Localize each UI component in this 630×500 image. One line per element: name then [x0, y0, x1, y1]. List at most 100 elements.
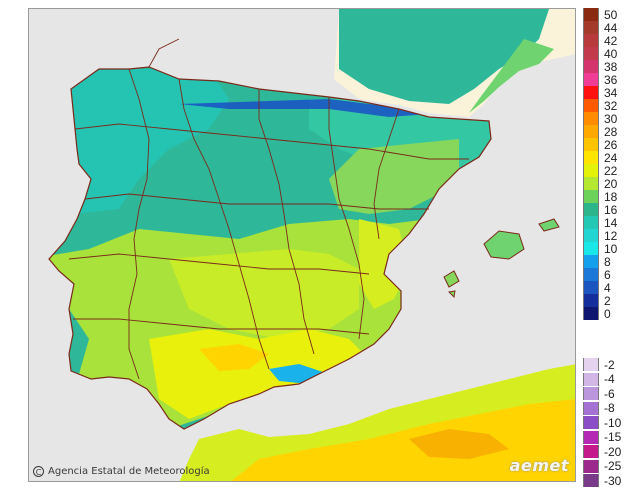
legend-label: 18	[604, 189, 618, 204]
legend-item: 44	[583, 20, 618, 35]
legend-label: 2	[604, 293, 611, 308]
legend-label: 38	[604, 59, 618, 74]
legend-label: -4	[604, 372, 615, 386]
legend-item: 22	[583, 163, 618, 178]
legend-swatch	[583, 294, 599, 307]
legend-label: 14	[604, 215, 618, 230]
legend-swatch	[583, 401, 599, 415]
legend-swatch	[583, 281, 599, 294]
legend-label: 44	[604, 20, 618, 35]
aemet-logo: aemet	[509, 456, 569, 475]
legend-swatch	[583, 177, 599, 190]
legend-item: 34	[583, 85, 618, 100]
legend-item: 36	[583, 72, 618, 87]
legend-swatch	[583, 474, 599, 487]
legend-swatch	[583, 387, 599, 400]
legend-label: -2	[604, 357, 615, 372]
legend-item: 32	[583, 98, 618, 113]
legend-swatch	[583, 203, 599, 216]
legend-label: 20	[604, 176, 618, 191]
north-africa-highlands	[231, 399, 575, 481]
legend-label: 26	[604, 137, 618, 152]
legend-swatch	[583, 138, 599, 151]
temperature-legend: 50 44 42 40 38 36 34 32 30 28 26 24 22 20 18 16 14 12 10 8 6…	[583, 8, 629, 492]
legend-swatch	[583, 34, 599, 47]
legend-item: 24	[583, 150, 618, 165]
legend-label: 0	[604, 306, 611, 321]
legend-label: 10	[604, 241, 618, 256]
legend-label: 28	[604, 124, 618, 139]
legend-label: 40	[604, 46, 618, 61]
legend-swatch	[583, 151, 599, 164]
legend-label: 32	[604, 98, 618, 113]
legend-swatch	[583, 8, 599, 21]
legend-label: 36	[604, 72, 618, 87]
france-coast-band	[469, 39, 554, 113]
legend-item: 16	[583, 202, 618, 217]
legend-swatch	[583, 242, 599, 255]
legend-swatch	[583, 416, 599, 429]
legend-swatch	[583, 73, 599, 86]
legend-swatch	[583, 60, 599, 73]
legend-swatch	[583, 164, 599, 177]
legend-item: -8	[583, 401, 615, 415]
legend-swatch	[583, 86, 599, 99]
credit-text: Agencia Estatal de Meteorología	[48, 466, 210, 477]
legend-label: 34	[604, 85, 618, 100]
legend-item: 10	[583, 241, 618, 256]
legend-item: -30	[583, 473, 622, 488]
mallorca-island	[483, 230, 525, 260]
legend-swatch	[583, 125, 599, 138]
province-borders	[68, 38, 469, 380]
legend-swatch	[583, 459, 599, 473]
legend-label: 22	[604, 163, 618, 178]
map-canvas	[48, 9, 575, 481]
legend-item: 50	[583, 7, 618, 22]
legend-item: 26	[583, 137, 618, 152]
legend-swatch	[583, 255, 599, 268]
legend-label: 30	[604, 111, 618, 126]
legend-label: 6	[604, 267, 611, 282]
legend-item: 8	[583, 255, 611, 269]
legend-item: 0	[583, 306, 611, 321]
legend-swatch	[583, 99, 599, 112]
legend-item: 12	[583, 228, 618, 243]
legend-item: 30	[583, 111, 618, 126]
legend-label: -20	[604, 444, 622, 459]
legend-label: -6	[604, 386, 615, 401]
legend-swatch	[583, 216, 599, 229]
legend-label: 24	[604, 150, 618, 165]
legend-item: 42	[583, 33, 618, 48]
copyright-icon: C	[33, 466, 44, 477]
legend-item: -25	[583, 459, 621, 473]
legend-swatch	[583, 229, 599, 242]
legend-item: 28	[583, 124, 618, 139]
formentera-island	[447, 290, 456, 299]
legend-item: 18	[583, 189, 618, 204]
legend-item: 4	[583, 280, 611, 295]
legend-swatch	[583, 358, 599, 371]
legend-item: -6	[583, 386, 615, 401]
legend-item: 2	[583, 293, 611, 308]
legend-swatch	[583, 445, 599, 458]
legend-label: 16	[604, 202, 618, 217]
temperature-map: C Agencia Estatal de Meteorología aemet	[28, 8, 576, 482]
legend-label: -15	[604, 430, 622, 444]
legend-item: 40	[583, 46, 618, 61]
legend-item: 6	[583, 267, 611, 282]
legend-swatch	[583, 430, 599, 444]
legend-swatch	[583, 372, 599, 386]
coastline	[48, 66, 492, 430]
legend-item: 38	[583, 59, 618, 74]
legend-label: -30	[604, 473, 622, 488]
legend-item: -2	[583, 357, 615, 372]
pyrenees-france-band	[339, 9, 549, 104]
legend-label: 4	[604, 280, 611, 295]
legend-label: 12	[604, 228, 618, 243]
ibiza-island	[443, 270, 460, 288]
legend-label: 50	[604, 7, 618, 22]
legend-label: 42	[604, 33, 618, 48]
legend-item: -10	[583, 416, 621, 430]
legend-item: -4	[583, 372, 615, 386]
legend-swatch	[583, 190, 599, 203]
